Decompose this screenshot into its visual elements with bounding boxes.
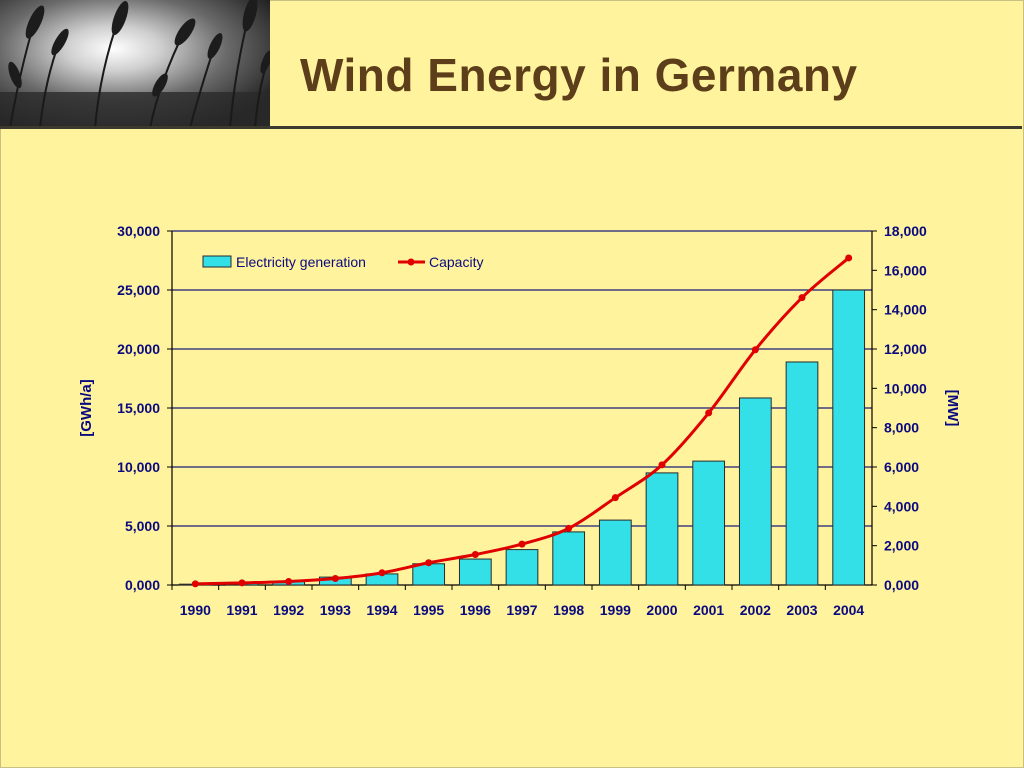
- y-tick-label-right: 12,000: [884, 341, 927, 357]
- capacity-point: [751, 346, 759, 354]
- y-tick-label-left: 10,000: [117, 459, 160, 475]
- capacity-point: [845, 254, 853, 262]
- y-tick-label-left: 0,000: [125, 577, 160, 593]
- y-tick-label-right: 16,000: [884, 262, 927, 278]
- legend-label: Electricity generation: [236, 254, 366, 270]
- capacity-point: [238, 579, 246, 587]
- page-title: Wind Energy in Germany: [300, 49, 858, 101]
- capacity-point: [471, 551, 479, 559]
- x-tick-label: 1997: [506, 602, 537, 618]
- y-tick-label-right: 8,000: [884, 420, 919, 436]
- bar: [692, 460, 726, 586]
- x-tick-label: 2002: [740, 602, 771, 618]
- capacity-point: [285, 577, 293, 585]
- bar: [785, 361, 819, 586]
- capacity-point: [378, 569, 386, 577]
- y-axis-title-left: [GWh/a]: [78, 379, 95, 437]
- x-tick-label: 2001: [693, 602, 724, 618]
- y-tick-label-left: 5,000: [125, 518, 160, 534]
- capacity-point: [331, 575, 339, 583]
- y-tick-label-left: 25,000: [117, 282, 160, 298]
- x-tick-label: 2004: [833, 602, 864, 618]
- x-tick-label: 1999: [600, 602, 631, 618]
- x-tick-label: 1996: [460, 602, 491, 618]
- bar: [832, 289, 866, 586]
- bar: [412, 563, 446, 586]
- x-tick-label: 1990: [180, 602, 211, 618]
- y-tick-label-right: 0,000: [884, 577, 919, 593]
- x-tick-label: 1998: [553, 602, 584, 618]
- y-axis-title-right: [MW]: [944, 390, 961, 427]
- y-tick-label-right: 4,000: [884, 498, 919, 514]
- x-tick-label: 2000: [646, 602, 677, 618]
- y-tick-label-right: 18,000: [884, 223, 927, 239]
- header-divider: [0, 126, 1022, 129]
- legend-swatch-point: [407, 258, 415, 266]
- capacity-point: [798, 294, 806, 302]
- y-tick-label-left: 20,000: [117, 341, 160, 357]
- y-tick-label-right: 10,000: [884, 380, 927, 396]
- legend-label: Capacity: [429, 254, 483, 270]
- bar: [552, 531, 586, 586]
- capacity-point: [705, 409, 713, 417]
- bar: [738, 397, 772, 586]
- bar: [505, 549, 539, 586]
- capacity-point: [611, 494, 619, 502]
- x-tick-label: 1994: [366, 602, 397, 618]
- x-tick-label: 1991: [226, 602, 257, 618]
- capacity-point: [658, 461, 666, 469]
- wheat-field-photo: [0, 0, 270, 128]
- x-tick-label: 1993: [320, 602, 351, 618]
- x-tick-label: 1992: [273, 602, 304, 618]
- bar: [458, 558, 492, 586]
- x-tick-label: 1995: [413, 602, 444, 618]
- capacity-point: [565, 524, 573, 532]
- bar: [645, 472, 679, 586]
- bar: [598, 519, 632, 586]
- capacity-point: [191, 580, 199, 588]
- legend-swatch-bar: [202, 255, 232, 268]
- capacity-point: [425, 559, 433, 567]
- capacity-point: [518, 540, 526, 548]
- x-tick-label: 2003: [786, 602, 817, 618]
- y-tick-label-right: 14,000: [884, 302, 927, 318]
- y-tick-label-right: 6,000: [884, 459, 919, 475]
- y-tick-label-right: 2,000: [884, 538, 919, 554]
- y-tick-label-left: 15,000: [117, 400, 160, 416]
- y-tick-label-left: 30,000: [117, 223, 160, 239]
